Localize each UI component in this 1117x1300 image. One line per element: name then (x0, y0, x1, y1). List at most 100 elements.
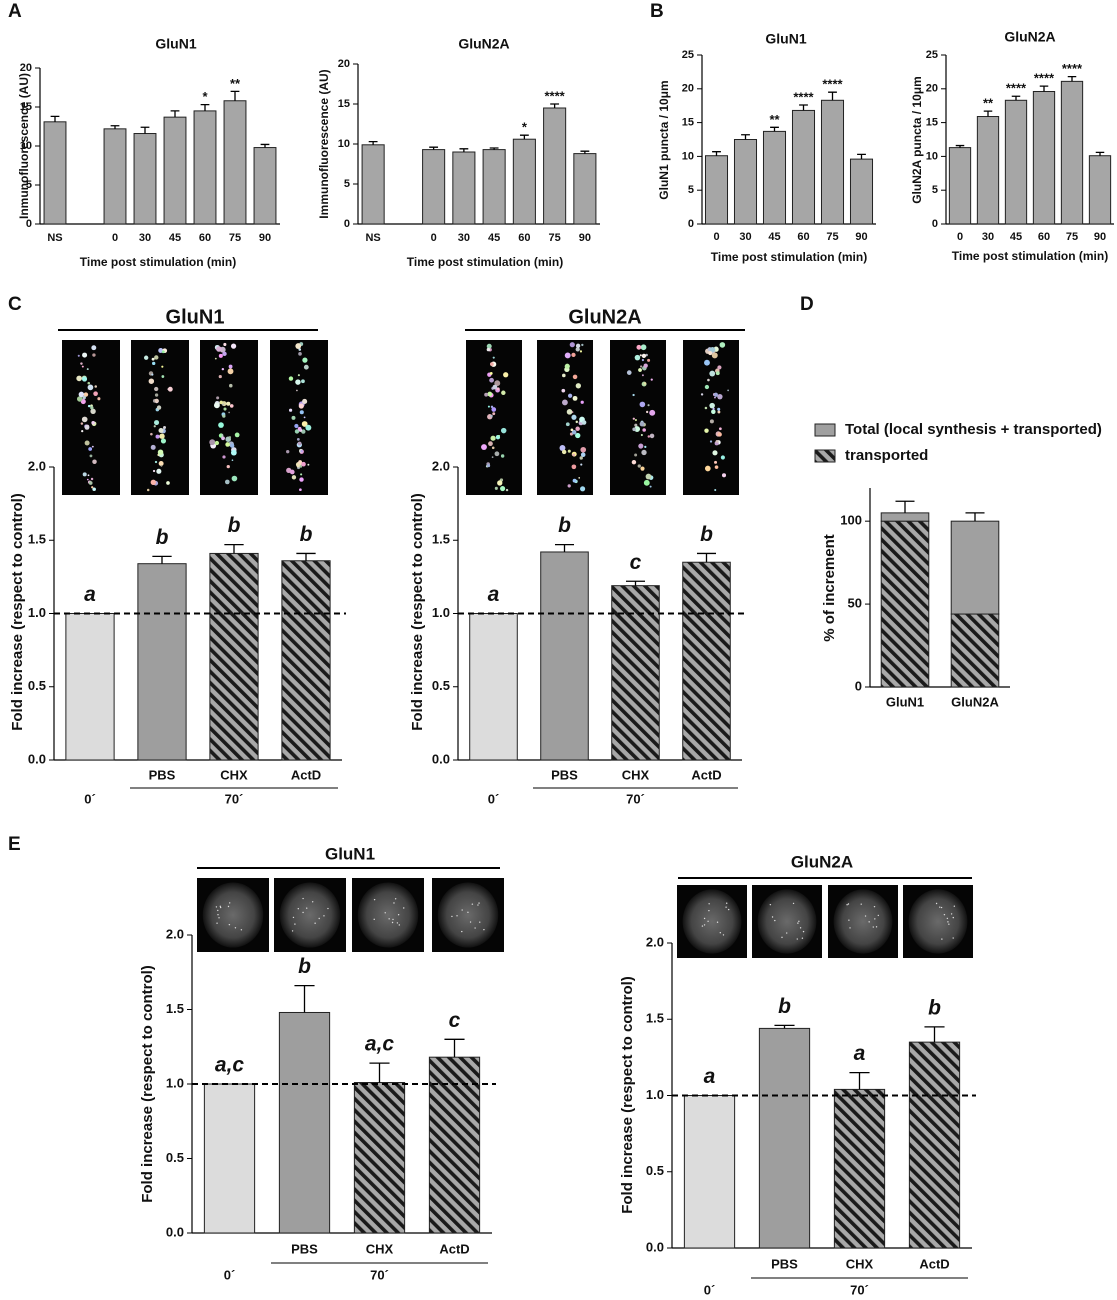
bar (1004, 99, 1028, 225)
y-tick-label: 1.5 (646, 1011, 664, 1026)
bar (1060, 80, 1084, 225)
micrograph-punctum (163, 426, 167, 430)
micrograph-punctum (150, 432, 153, 436)
significance: **** (1006, 81, 1027, 96)
micrograph-punctum (722, 934, 725, 936)
micrograph-punctum (490, 362, 494, 366)
y-tick-label: 0.5 (166, 1150, 184, 1165)
micrograph-punctum (872, 926, 874, 928)
micrograph-cell (357, 882, 419, 948)
micrograph-punctum (291, 475, 297, 480)
micrograph-cell (757, 889, 817, 954)
micrograph-punctum (154, 420, 160, 426)
micrograph-punctum (799, 927, 802, 929)
micrograph-punctum (709, 440, 713, 443)
micrograph-punctum (159, 433, 165, 439)
micrograph-punctum (484, 392, 489, 397)
micrograph-punctum (709, 402, 715, 409)
bar (762, 130, 787, 225)
bar (849, 158, 874, 225)
error-bar (712, 151, 721, 156)
error-bar (580, 150, 590, 154)
micrograph-punctum (394, 898, 397, 900)
micrograph-punctum (221, 434, 224, 437)
y-axis-label: % of increment (821, 534, 838, 642)
bar (163, 116, 187, 225)
micrograph-punctum (579, 456, 583, 460)
micrograph-punctum (298, 460, 303, 464)
y-axis-label: Immunofluorescence (AU) (317, 69, 331, 218)
micrograph-punctum (704, 384, 710, 390)
micrograph-cell (437, 882, 499, 948)
bar (43, 121, 67, 225)
micrograph-punctum (478, 902, 480, 904)
y-tick-label: 20 (20, 62, 32, 74)
micrograph-punctum (150, 444, 156, 450)
y-axis-label: GluN1 puncta / 10μm (657, 80, 671, 199)
x-tick-label: 0´ (488, 791, 500, 806)
bar-segment (880, 520, 930, 688)
x-tick-label: PBS (291, 1241, 318, 1256)
micrograph-punctum (638, 368, 642, 372)
micrograph-punctum (634, 426, 641, 432)
error-bar (368, 140, 378, 145)
bar-segment (950, 520, 1000, 615)
micrograph-punctum (223, 342, 227, 347)
bar (193, 110, 217, 225)
micrograph-punctum (311, 901, 314, 903)
legend-label: Total (local synthesis + transported) (845, 421, 1102, 438)
bar (512, 138, 536, 225)
micrograph-punctum (571, 429, 577, 435)
micrograph-punctum (222, 455, 226, 459)
x-tick-label: 90 (1094, 231, 1106, 243)
micrograph-punctum (228, 436, 232, 439)
panel-letter: B (650, 1, 664, 22)
micrograph-punctum (948, 923, 950, 925)
group-letter: b (300, 523, 313, 546)
micrograph-punctum (953, 905, 956, 907)
micrograph-punctum (230, 343, 237, 349)
micrograph-punctum (481, 444, 487, 451)
micrograph-punctum (296, 389, 298, 392)
group-label: 70´ (626, 791, 645, 806)
chart-title: GluN1 (166, 306, 225, 328)
y-tick-label: 10 (338, 138, 350, 150)
micrograph-punctum (492, 356, 495, 359)
x-tick-label: CHX (220, 767, 248, 782)
micrograph-punctum (228, 902, 231, 904)
micrograph-punctum (575, 420, 579, 424)
y-tick-label: 25 (926, 49, 938, 61)
micrograph-punctum (848, 919, 850, 921)
micrograph-punctum (632, 417, 635, 420)
significance: **** (1062, 61, 1083, 76)
micrograph-punctum (640, 433, 643, 437)
micrograph-punctum (575, 426, 580, 432)
micrograph-cell (202, 882, 264, 948)
significance: ** (983, 96, 994, 111)
error-bar (1011, 95, 1021, 101)
error-bar (550, 103, 560, 108)
micrograph-punctum (222, 414, 226, 418)
micrograph-punctum (489, 371, 493, 375)
bar (133, 133, 157, 225)
y-tick-label: 20 (926, 83, 938, 95)
micrograph-punctum (295, 379, 301, 385)
micrograph-punctum (76, 375, 82, 382)
bar (704, 155, 729, 225)
micrograph-punctum (81, 416, 88, 423)
micrograph-punctum (632, 393, 635, 397)
y-axis-label: Fold increase (respect to control) (619, 976, 636, 1214)
micrograph-punctum (76, 396, 83, 402)
micrograph-punctum (580, 452, 586, 458)
micrograph-punctum (708, 903, 710, 905)
micrograph-punctum (396, 922, 399, 924)
bar (611, 585, 660, 761)
micrograph-punctum (567, 393, 573, 398)
bar-segment (950, 613, 1000, 688)
error-bar (965, 512, 985, 522)
micrograph-punctum (151, 373, 154, 376)
micrograph-punctum (219, 905, 221, 907)
micrograph-punctum (90, 408, 96, 415)
y-tick-label: 2.0 (646, 934, 664, 949)
micrograph-punctum (489, 377, 494, 383)
